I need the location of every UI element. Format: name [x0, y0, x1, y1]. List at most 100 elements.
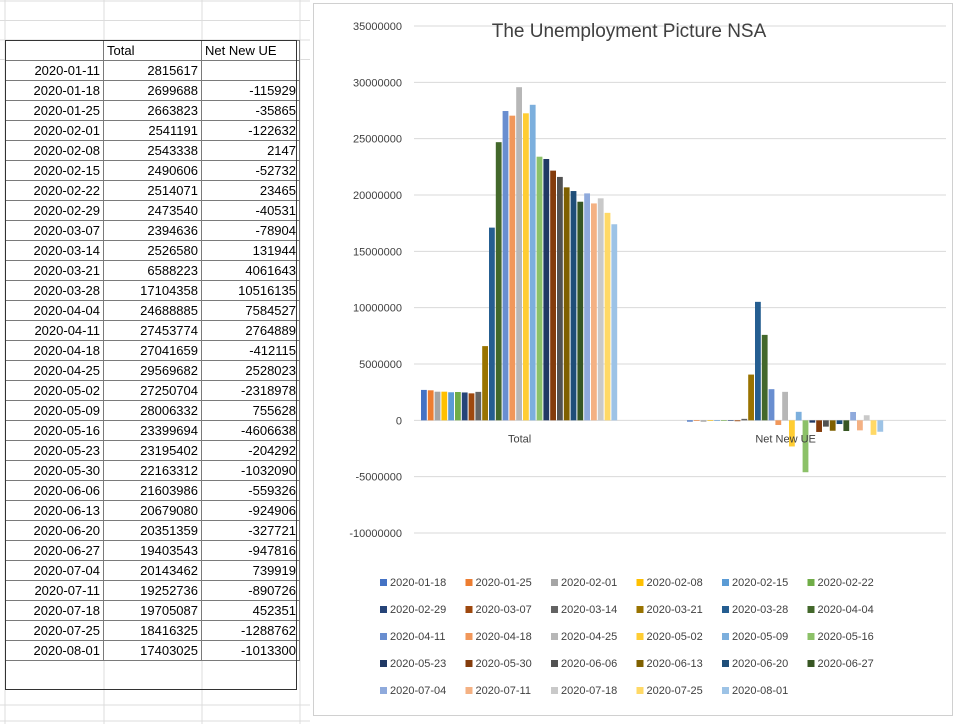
cell-net-new[interactable]: -947816	[201, 540, 300, 561]
cell-total[interactable]: 23399694	[103, 420, 202, 441]
cell-total[interactable]: 2815617	[103, 60, 202, 81]
cell-total[interactable]: 23195402	[103, 440, 202, 461]
cell-total[interactable]: 19403543	[103, 540, 202, 561]
cell-date[interactable]: 2020-01-18	[5, 80, 104, 101]
cell-date[interactable]: 2020-08-01	[5, 640, 104, 661]
cell-net-new[interactable]: -327721	[201, 520, 300, 541]
cell-net-new[interactable]: -4606638	[201, 420, 300, 441]
cell-net-new[interactable]: -1288762	[201, 620, 300, 641]
cell-date[interactable]: 2020-06-27	[5, 540, 104, 561]
cell-date[interactable]: 2020-03-14	[5, 240, 104, 261]
cell-net-new[interactable]: 10516135	[201, 280, 300, 301]
cell-date[interactable]: 2020-05-23	[5, 440, 104, 461]
cell-total[interactable]: 27041659	[103, 340, 202, 361]
cell-date[interactable]: 2020-05-16	[5, 420, 104, 441]
cell-net-new[interactable]: 2764889	[201, 320, 300, 341]
cell-date[interactable]: 2020-03-21	[5, 260, 104, 281]
cell-date[interactable]: 2020-04-04	[5, 300, 104, 321]
legend-label: 2020-02-08	[647, 577, 703, 589]
cell-net-new[interactable]: 2528023	[201, 360, 300, 381]
cell-date[interactable]: 2020-02-22	[5, 180, 104, 201]
cell-total[interactable]: 2663823	[103, 100, 202, 121]
cell-net-new[interactable]: -1032090	[201, 460, 300, 481]
cell-date[interactable]: 2020-05-30	[5, 460, 104, 481]
cell-net-new[interactable]: 2147	[201, 140, 300, 161]
cell-net-new[interactable]: 7584527	[201, 300, 300, 321]
cell-total[interactable]: 29569682	[103, 360, 202, 381]
legend-label: 2020-03-21	[647, 604, 703, 616]
cell-net-new[interactable]: -412115	[201, 340, 300, 361]
cell-net-new[interactable]: -924906	[201, 500, 300, 521]
cell-total[interactable]: 19252736	[103, 580, 202, 601]
cell-date[interactable]: 2020-04-18	[5, 340, 104, 361]
cell-date[interactable]: 2020-07-04	[5, 560, 104, 581]
cell-date[interactable]: 2020-03-07	[5, 220, 104, 241]
cell-total[interactable]: 2543338	[103, 140, 202, 161]
cell-total[interactable]: 2514071	[103, 180, 202, 201]
cell-total[interactable]: 2526580	[103, 240, 202, 261]
cell-date[interactable]: 2020-07-25	[5, 620, 104, 641]
cell-date[interactable]: 2020-06-13	[5, 500, 104, 521]
cell-total[interactable]: 24688885	[103, 300, 202, 321]
cell-date[interactable]: 2020-02-29	[5, 200, 104, 221]
cell-net-new[interactable]: -2318978	[201, 380, 300, 401]
cell-net-new[interactable]: 452351	[201, 600, 300, 621]
cell-net-new[interactable]: 4061643	[201, 260, 300, 281]
cell-net-new[interactable]	[201, 60, 300, 81]
cell-date[interactable]: 2020-04-11	[5, 320, 104, 341]
legend-swatch	[722, 579, 729, 586]
cell-date[interactable]: 2020-06-06	[5, 480, 104, 501]
cell-date[interactable]: 2020-02-15	[5, 160, 104, 181]
cell-net-new[interactable]: -122632	[201, 120, 300, 141]
cell-date[interactable]: 2020-02-01	[5, 120, 104, 141]
cell-net-new[interactable]: -78904	[201, 220, 300, 241]
cell-net-new[interactable]: -559326	[201, 480, 300, 501]
cell-total[interactable]: 6588223	[103, 260, 202, 281]
cell-total[interactable]: 27453774	[103, 320, 202, 341]
cell-total[interactable]: 21603986	[103, 480, 202, 501]
cell-date[interactable]: 2020-05-02	[5, 380, 104, 401]
cell-date[interactable]: 2020-07-18	[5, 600, 104, 621]
cell-total[interactable]: 27250704	[103, 380, 202, 401]
cell-net-new[interactable]: -1013300	[201, 640, 300, 661]
cell-total[interactable]: 2394636	[103, 220, 202, 241]
cell-date[interactable]: 2020-01-11	[5, 60, 104, 81]
cell-net-new[interactable]: -204292	[201, 440, 300, 461]
cell-net-new[interactable]: 23465	[201, 180, 300, 201]
cell-total[interactable]: 19705087	[103, 600, 202, 621]
cell-net-new[interactable]: -35865	[201, 100, 300, 121]
table-header-net-new[interactable]: Net New UE	[201, 40, 300, 61]
cell-total[interactable]: 17104358	[103, 280, 202, 301]
cell-date[interactable]: 2020-01-25	[5, 100, 104, 121]
cell-total[interactable]: 2541191	[103, 120, 202, 141]
cell-total[interactable]: 20679080	[103, 500, 202, 521]
cell-date[interactable]: 2020-07-11	[5, 580, 104, 601]
cell-net-new[interactable]: 739919	[201, 560, 300, 581]
cell-date[interactable]: 2020-02-08	[5, 140, 104, 161]
cell-date[interactable]: 2020-03-28	[5, 280, 104, 301]
cell-net-new[interactable]: -52732	[201, 160, 300, 181]
y-tick-label: -5000000	[356, 472, 403, 484]
cell-net-new[interactable]: -40531	[201, 200, 300, 221]
cell-total[interactable]: 2473540	[103, 200, 202, 221]
cell-total[interactable]: 2699688	[103, 80, 202, 101]
cell-date[interactable]: 2020-05-09	[5, 400, 104, 421]
cell-total[interactable]: 22163312	[103, 460, 202, 481]
cell-net-new[interactable]: 131944	[201, 240, 300, 261]
cell-total[interactable]: 17403025	[103, 640, 202, 661]
cell-total[interactable]: 20351359	[103, 520, 202, 541]
cell-total[interactable]: 18416325	[103, 620, 202, 641]
cell-net-new[interactable]: -115929	[201, 80, 300, 101]
bar	[843, 420, 850, 432]
chart-area[interactable]: 35000000 30000000 25000000 20000000 15000000…	[313, 3, 953, 716]
table-header-total[interactable]: Total	[103, 40, 202, 61]
cell-total[interactable]: 20143462	[103, 560, 202, 581]
cell-net-new[interactable]: 755628	[201, 400, 300, 421]
legend-label: 2020-05-16	[818, 631, 874, 643]
cell-net-new[interactable]: -890726	[201, 580, 300, 601]
cell-date[interactable]: 2020-04-25	[5, 360, 104, 381]
cell-total[interactable]: 2490606	[103, 160, 202, 181]
table-header-blank[interactable]	[5, 40, 104, 61]
cell-date[interactable]: 2020-06-20	[5, 520, 104, 541]
cell-total[interactable]: 28006332	[103, 400, 202, 421]
